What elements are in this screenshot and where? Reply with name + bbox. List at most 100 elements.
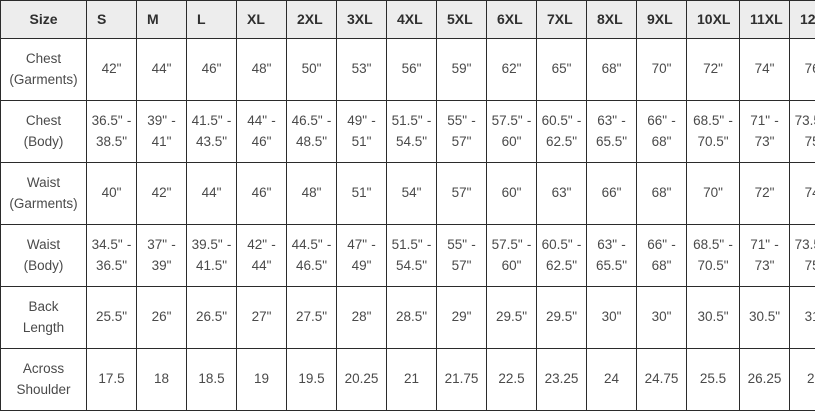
cell: 70" (686, 162, 740, 225)
cell: 46.5" - 48.5" (286, 100, 337, 163)
cell: 44" - 46" (236, 100, 287, 163)
cell: 31" (789, 286, 815, 349)
row-label-waist-garments: Waist (Garments) (0, 162, 87, 225)
cell: 62" (486, 38, 537, 101)
header-cell-9xl: 9XL (636, 0, 687, 39)
cell: 42" - 44" (236, 224, 287, 287)
cell: 22.5 (486, 348, 537, 411)
cell: 60" (486, 162, 537, 225)
cell: 44.5" - 46.5" (286, 224, 337, 287)
table-body: Chest (Garments) 42" 44" 46" 48" 50" 53" 56" 59"… (0, 38, 815, 411)
row-label-across-shoulder: Across Shoulder (0, 348, 87, 411)
cell: 72" (739, 162, 790, 225)
cell: 71" - 73" (739, 224, 790, 287)
cell: 73.5" - 75" (789, 224, 815, 287)
cell: 21.75 (436, 348, 487, 411)
cell: 30" (586, 286, 637, 349)
cell: 30.5" (686, 286, 740, 349)
cell: 74" (789, 162, 815, 225)
cell: 18 (136, 348, 187, 411)
header-cell-3xl: 3XL (336, 0, 387, 39)
cell: 42" (136, 162, 187, 225)
header-cell-4xl: 4XL (386, 0, 437, 39)
cell: 55" - 57" (436, 100, 487, 163)
cell: 24.75 (636, 348, 687, 411)
cell: 19.5 (286, 348, 337, 411)
table-row: Waist (Body) 34.5" - 36.5" 37" - 39" 39.5" … (0, 224, 815, 287)
cell: 39.5" - 41.5" (186, 224, 237, 287)
cell: 27" (236, 286, 287, 349)
cell: 20.25 (336, 348, 387, 411)
cell: 25.5 (686, 348, 740, 411)
cell: 51.5" - 54.5" (386, 100, 437, 163)
cell: 46" (236, 162, 287, 225)
cell: 44" (186, 162, 237, 225)
cell: 36.5" - 38.5" (86, 100, 137, 163)
cell: 26.25 (739, 348, 790, 411)
row-label-chest-garments: Chest (Garments) (0, 38, 87, 101)
header-cell-l: L (186, 0, 237, 39)
cell: 28" (336, 286, 387, 349)
cell: 57.5" - 60" (486, 224, 537, 287)
cell: 51.5" - 54.5" (386, 224, 437, 287)
cell: 71" - 73" (739, 100, 790, 163)
header-cell-5xl: 5XL (436, 0, 487, 39)
cell: 37" - 39" (136, 224, 187, 287)
cell: 26" (136, 286, 187, 349)
cell: 63" - 65.5" (586, 224, 637, 287)
cell: 27.5" (286, 286, 337, 349)
cell: 27 (789, 348, 815, 411)
cell: 46" (186, 38, 237, 101)
cell: 76" (789, 38, 815, 101)
cell: 65" (536, 38, 587, 101)
cell: 68.5" - 70.5" (686, 224, 740, 287)
header-cell-10xl: 10XL (686, 0, 740, 39)
table-row: Waist (Garments) 40" 42" 44" 46" 48" 51" 54" 57"… (0, 162, 815, 225)
table-header: Size S M L XL 2XL 3XL 4XL 5XL 6XL 7XL 8XL 9XL 10XL 11… (0, 0, 815, 39)
cell: 60.5" - 62.5" (536, 224, 587, 287)
header-cell-size: Size (0, 0, 87, 39)
row-label-chest-body: Chest (Body) (0, 100, 87, 163)
cell: 49" - 51" (336, 100, 387, 163)
cell: 24 (586, 348, 637, 411)
cell: 51" (336, 162, 387, 225)
cell: 55" - 57" (436, 224, 487, 287)
cell: 53" (336, 38, 387, 101)
cell: 57" (436, 162, 487, 225)
cell: 66" - 68" (636, 224, 687, 287)
cell: 66" (586, 162, 637, 225)
cell: 21 (386, 348, 437, 411)
cell: 63" - 65.5" (586, 100, 637, 163)
cell: 25.5" (86, 286, 137, 349)
cell: 70" (636, 38, 687, 101)
header-row: Size S M L XL 2XL 3XL 4XL 5XL 6XL 7XL 8XL 9XL 10XL 11… (0, 0, 815, 39)
cell: 57.5" - 60" (486, 100, 537, 163)
header-cell-6xl: 6XL (486, 0, 537, 39)
cell: 60.5" - 62.5" (536, 100, 587, 163)
row-label-back-length: Back Length (0, 286, 87, 349)
cell: 66" - 68" (636, 100, 687, 163)
cell: 19 (236, 348, 287, 411)
table-row: Back Length 25.5" 26" 26.5" 27" 27.5" 28" 28.5"… (0, 286, 815, 349)
row-label-waist-body: Waist (Body) (0, 224, 87, 287)
cell: 56" (386, 38, 437, 101)
header-cell-xl: XL (236, 0, 287, 39)
header-cell-s: S (86, 0, 137, 39)
cell: 74" (739, 38, 790, 101)
cell: 48" (286, 162, 337, 225)
cell: 72" (686, 38, 740, 101)
cell: 28.5" (386, 286, 437, 349)
cell: 50" (286, 38, 337, 101)
header-cell-11xl: 11XL (739, 0, 790, 39)
cell: 68" (636, 162, 687, 225)
cell: 39" - 41" (136, 100, 187, 163)
cell: 68.5" - 70.5" (686, 100, 740, 163)
cell: 47" - 49" (336, 224, 387, 287)
header-cell-8xl: 8XL (586, 0, 637, 39)
cell: 23.25 (536, 348, 587, 411)
cell: 73.5" - 75" (789, 100, 815, 163)
cell: 68" (586, 38, 637, 101)
cell: 41.5" - 43.5" (186, 100, 237, 163)
cell: 48" (236, 38, 287, 101)
